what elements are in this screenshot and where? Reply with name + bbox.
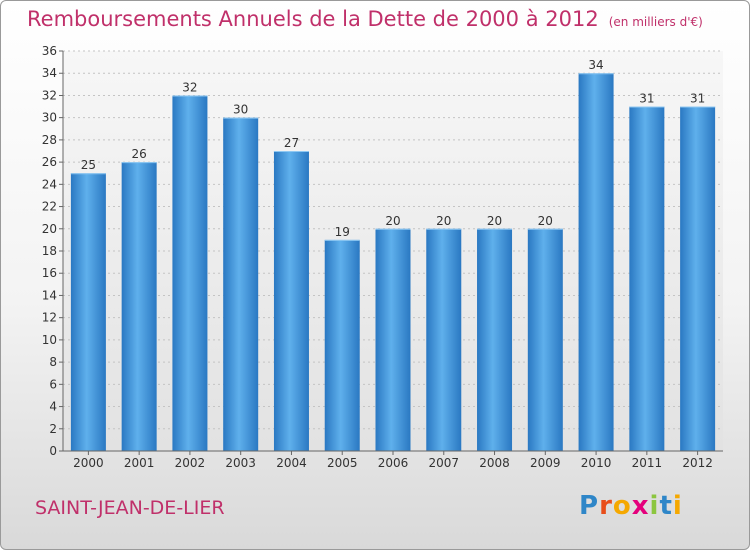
y-tick-label: 20 bbox=[42, 222, 57, 236]
x-tick-label: 2003 bbox=[225, 456, 256, 470]
x-tick-label: 2004 bbox=[276, 456, 307, 470]
x-tick-label: 2005 bbox=[327, 456, 358, 470]
y-tick-label: 34 bbox=[42, 66, 57, 80]
bar-value-label: 20 bbox=[436, 214, 451, 228]
bar-value-label: 34 bbox=[588, 58, 603, 72]
title-text: Remboursements Annuels de la Dette de 20… bbox=[27, 7, 599, 31]
logo-letter: t bbox=[659, 491, 673, 521]
x-tick-label: 2000 bbox=[73, 456, 104, 470]
y-tick-label: 0 bbox=[49, 444, 57, 458]
y-tick-label: 22 bbox=[42, 200, 57, 214]
bar-value-label: 30 bbox=[233, 103, 248, 117]
bar-value-label: 19 bbox=[335, 225, 350, 239]
bar bbox=[172, 95, 208, 451]
city-name: SAINT-JEAN-DE-LIER bbox=[35, 497, 225, 519]
bars-group bbox=[70, 73, 716, 452]
y-tick-label: 32 bbox=[42, 88, 57, 102]
y-tick-label: 4 bbox=[49, 400, 57, 414]
bar bbox=[375, 228, 411, 451]
bar-value-label: 31 bbox=[690, 92, 705, 106]
x-tick-label: 2009 bbox=[530, 456, 561, 470]
x-tick-label: 2010 bbox=[581, 456, 612, 470]
bar-value-label: 25 bbox=[81, 158, 96, 172]
logo-letter: x bbox=[631, 491, 650, 521]
y-tick-label: 16 bbox=[42, 266, 57, 280]
y-tick-label: 8 bbox=[49, 355, 57, 369]
y-tick-label: 6 bbox=[49, 377, 57, 391]
proxiti-logo: Proxiti bbox=[579, 491, 683, 521]
bar bbox=[273, 151, 309, 451]
bar-value-label: 32 bbox=[182, 80, 197, 94]
bar bbox=[629, 106, 665, 452]
y-tick-label: 28 bbox=[42, 133, 57, 147]
chart-title: Remboursements Annuels de la Dette de 20… bbox=[27, 7, 703, 31]
y-tick-label: 10 bbox=[42, 333, 57, 347]
y-tick-label: 30 bbox=[42, 111, 57, 125]
logo-letter: i bbox=[672, 491, 683, 521]
y-tick-label: 24 bbox=[42, 177, 57, 191]
bar-value-label: 20 bbox=[538, 214, 553, 228]
bar bbox=[324, 239, 360, 451]
x-axis: 2000 2001 2002 2003 2004 2005 2006 2007 2008 2009… bbox=[63, 450, 723, 470]
logo-letter: P bbox=[579, 491, 600, 521]
y-tick-label: 12 bbox=[42, 311, 57, 325]
x-tick-label: 2006 bbox=[378, 456, 409, 470]
y-tick-label: 18 bbox=[42, 244, 57, 258]
bar-value-label: 31 bbox=[639, 92, 654, 106]
bar bbox=[527, 228, 563, 451]
logo-letter: i bbox=[649, 491, 660, 521]
bar bbox=[121, 162, 157, 451]
value-labels: 25 26 32 30 27 19 20 20 20 20 34 31 31 bbox=[81, 58, 706, 239]
x-tick-label: 2008 bbox=[479, 456, 510, 470]
unit-label: (en milliers d'€) bbox=[608, 15, 703, 29]
x-tick-label: 2012 bbox=[682, 456, 713, 470]
bar bbox=[70, 173, 106, 451]
x-tick-label: 2011 bbox=[632, 456, 663, 470]
logo-letter: o bbox=[612, 491, 632, 521]
y-tick-label: 36 bbox=[42, 44, 57, 58]
bar-value-label: 26 bbox=[132, 147, 147, 161]
bar bbox=[578, 73, 614, 451]
bar-value-label: 20 bbox=[487, 214, 502, 228]
bar bbox=[680, 106, 716, 452]
y-tick-label: 14 bbox=[42, 288, 57, 302]
x-tick-label: 2007 bbox=[428, 456, 459, 470]
bar-value-label: 27 bbox=[284, 136, 299, 150]
logo-letter: r bbox=[599, 491, 613, 521]
bar-value-label: 20 bbox=[385, 214, 400, 228]
bar bbox=[426, 228, 462, 451]
bar bbox=[477, 228, 513, 451]
y-tick-label: 2 bbox=[49, 422, 57, 436]
y-tick-label: 26 bbox=[42, 155, 57, 169]
bar bbox=[223, 117, 259, 452]
x-tick-label: 2001 bbox=[124, 456, 155, 470]
x-tick-label: 2002 bbox=[175, 456, 206, 470]
